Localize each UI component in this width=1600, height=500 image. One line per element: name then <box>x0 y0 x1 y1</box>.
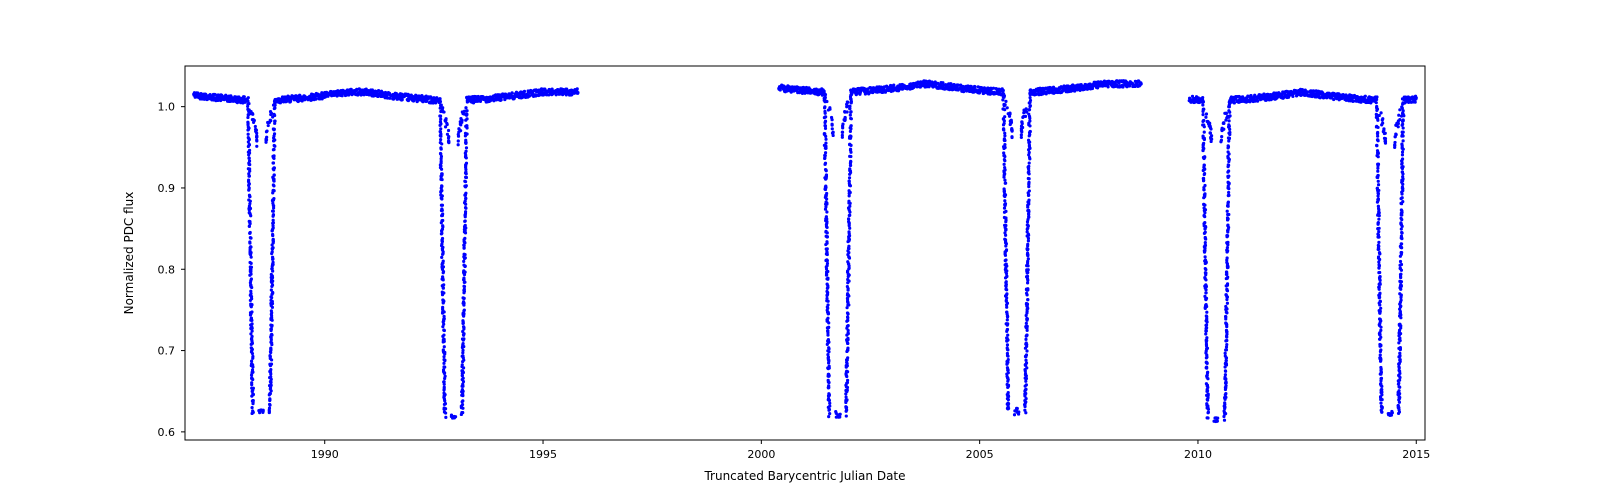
x-tick-label: 1995 <box>529 448 557 461</box>
x-tick-label: 2010 <box>1184 448 1212 461</box>
x-axis-label: Truncated Barycentric Julian Date <box>703 469 905 483</box>
x-tick-label: 2005 <box>966 448 994 461</box>
x-tick-label: 2000 <box>747 448 775 461</box>
y-tick-label: 0.9 <box>158 182 176 195</box>
y-tick-label: 0.7 <box>158 345 176 358</box>
y-axis-label: Normalized PDC flux <box>122 192 136 315</box>
plot-svg: 1990 1995 2000 2005 2010 2015 0.6 0.7 0.8 0.9 1.0 T… <box>0 0 1600 500</box>
light-curve-chart: 1990 1995 2000 2005 2010 2015 0.6 0.7 0.8 0.9 1.0 T… <box>0 0 1600 500</box>
y-tick-label: 1.0 <box>158 101 176 114</box>
x-tick-label: 2015 <box>1402 448 1430 461</box>
y-tick-label: 0.8 <box>158 263 176 276</box>
x-tick-label: 1990 <box>311 448 339 461</box>
y-tick-label: 0.6 <box>158 426 176 439</box>
